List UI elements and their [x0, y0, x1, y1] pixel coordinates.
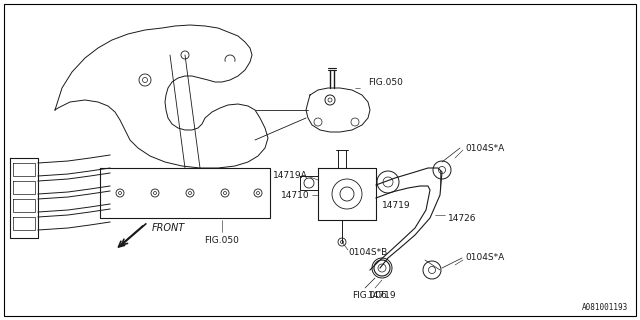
Text: 0104S*A: 0104S*A: [465, 143, 504, 153]
Text: FRONT: FRONT: [152, 223, 185, 233]
Text: 14726: 14726: [448, 213, 477, 222]
Text: 14719: 14719: [368, 291, 396, 300]
Text: 0104S*A: 0104S*A: [465, 253, 504, 262]
Text: 14710: 14710: [282, 190, 310, 199]
Text: FIG.050: FIG.050: [368, 77, 403, 86]
Text: A081001193: A081001193: [582, 303, 628, 312]
Text: 14719A: 14719A: [273, 171, 308, 180]
Text: 14719: 14719: [382, 201, 411, 210]
Text: FIG.006: FIG.006: [353, 291, 387, 300]
Text: FIG.050: FIG.050: [205, 236, 239, 244]
Text: 0104S*B: 0104S*B: [348, 247, 387, 257]
